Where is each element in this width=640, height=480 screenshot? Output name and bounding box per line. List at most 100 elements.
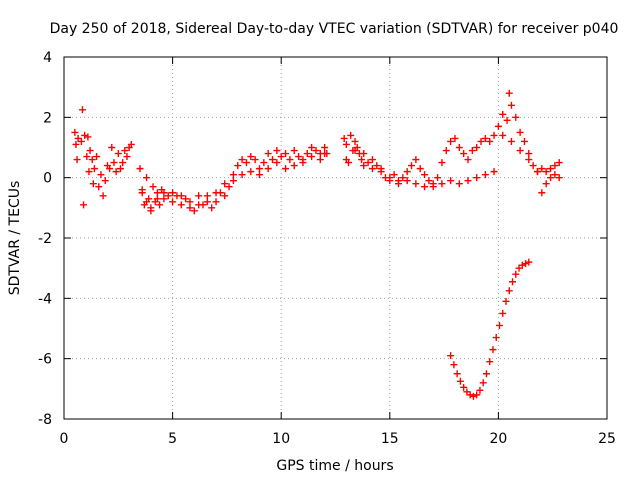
data-point	[450, 361, 458, 369]
data-point	[373, 162, 381, 170]
data-point	[525, 258, 533, 266]
data-point	[264, 150, 272, 158]
data-point	[299, 159, 307, 167]
data-point	[77, 137, 85, 145]
data-point	[340, 134, 348, 142]
data-point	[447, 137, 455, 145]
data-point	[186, 204, 194, 212]
data-point	[177, 192, 185, 200]
chart-title: Day 250 of 2018, Sidereal Day-to-day VTE…	[50, 21, 619, 37]
data-point	[416, 165, 424, 173]
data-point	[547, 165, 555, 173]
data-point	[525, 156, 533, 164]
data-point	[143, 174, 151, 182]
data-point	[494, 122, 502, 130]
data-point	[507, 137, 515, 145]
data-point	[88, 156, 96, 164]
data-point	[520, 137, 528, 145]
data-point	[403, 177, 411, 185]
data-point	[551, 171, 559, 179]
data-point	[503, 116, 511, 124]
data-point	[85, 168, 93, 176]
data-point	[89, 180, 97, 188]
data-point	[308, 153, 316, 161]
data-point	[83, 153, 91, 161]
data-point	[99, 192, 107, 200]
data-point	[486, 137, 494, 145]
data-point	[351, 147, 359, 155]
data-point	[290, 147, 298, 155]
data-point	[486, 358, 494, 366]
data-point	[453, 370, 461, 378]
data-point	[110, 159, 118, 167]
data-point	[269, 156, 277, 164]
data-point	[489, 346, 497, 354]
data-point	[190, 207, 198, 215]
data-point	[368, 156, 376, 164]
data-point	[421, 183, 429, 191]
data-point	[273, 147, 281, 155]
data-point	[169, 189, 177, 197]
data-point	[242, 159, 250, 167]
x-axis-label: GPS time / hours	[276, 458, 393, 474]
data-point	[490, 168, 498, 176]
data-point	[460, 150, 468, 158]
data-point	[123, 153, 131, 161]
data-point	[499, 131, 507, 139]
data-point	[255, 165, 263, 173]
data-point	[505, 89, 513, 97]
data-point	[368, 165, 376, 173]
data-point	[143, 198, 151, 206]
data-point	[479, 379, 487, 387]
data-point	[364, 159, 372, 167]
data-point	[208, 204, 216, 212]
data-point	[507, 101, 515, 109]
data-point	[512, 113, 520, 121]
data-point	[238, 171, 246, 179]
x-tick-label: 5	[168, 431, 177, 447]
data-point	[177, 201, 185, 209]
data-point	[321, 150, 329, 158]
data-point	[316, 156, 324, 164]
data-point	[377, 165, 385, 173]
data-point	[477, 137, 485, 145]
data-point	[347, 131, 355, 139]
data-point	[78, 106, 86, 114]
data-point	[429, 183, 437, 191]
data-point	[495, 321, 503, 329]
data-point	[295, 153, 303, 161]
data-point	[153, 195, 161, 203]
data-point	[455, 180, 463, 188]
data-point	[182, 195, 190, 203]
data-point	[136, 165, 144, 173]
data-point	[512, 270, 520, 278]
data-point	[119, 159, 127, 167]
data-point	[160, 195, 168, 203]
series-group	[138, 131, 563, 212]
data-point	[308, 144, 316, 151]
data-point	[312, 147, 320, 155]
data-point	[195, 192, 203, 200]
data-point	[473, 174, 481, 182]
data-point	[516, 128, 524, 136]
data-point	[149, 183, 157, 191]
data-point	[351, 137, 359, 145]
y-tick-label: 4	[43, 50, 52, 66]
data-point	[412, 156, 420, 164]
axis-ticks: 0 5 10 15 20 25 -8 -6 -4 -2 0 2 4	[38, 50, 616, 447]
data-point	[212, 198, 220, 206]
grid-lines	[64, 57, 607, 419]
data-point	[251, 156, 259, 164]
data-point	[72, 140, 80, 148]
data-point	[466, 391, 474, 399]
data-point	[156, 201, 164, 209]
data-point	[473, 391, 481, 399]
data-point	[116, 165, 124, 173]
data-point	[90, 165, 98, 173]
data-point	[522, 260, 530, 268]
data-point	[277, 153, 285, 161]
data-point	[481, 171, 489, 179]
data-point	[542, 168, 550, 176]
data-point	[394, 180, 402, 188]
data-point	[455, 144, 463, 151]
